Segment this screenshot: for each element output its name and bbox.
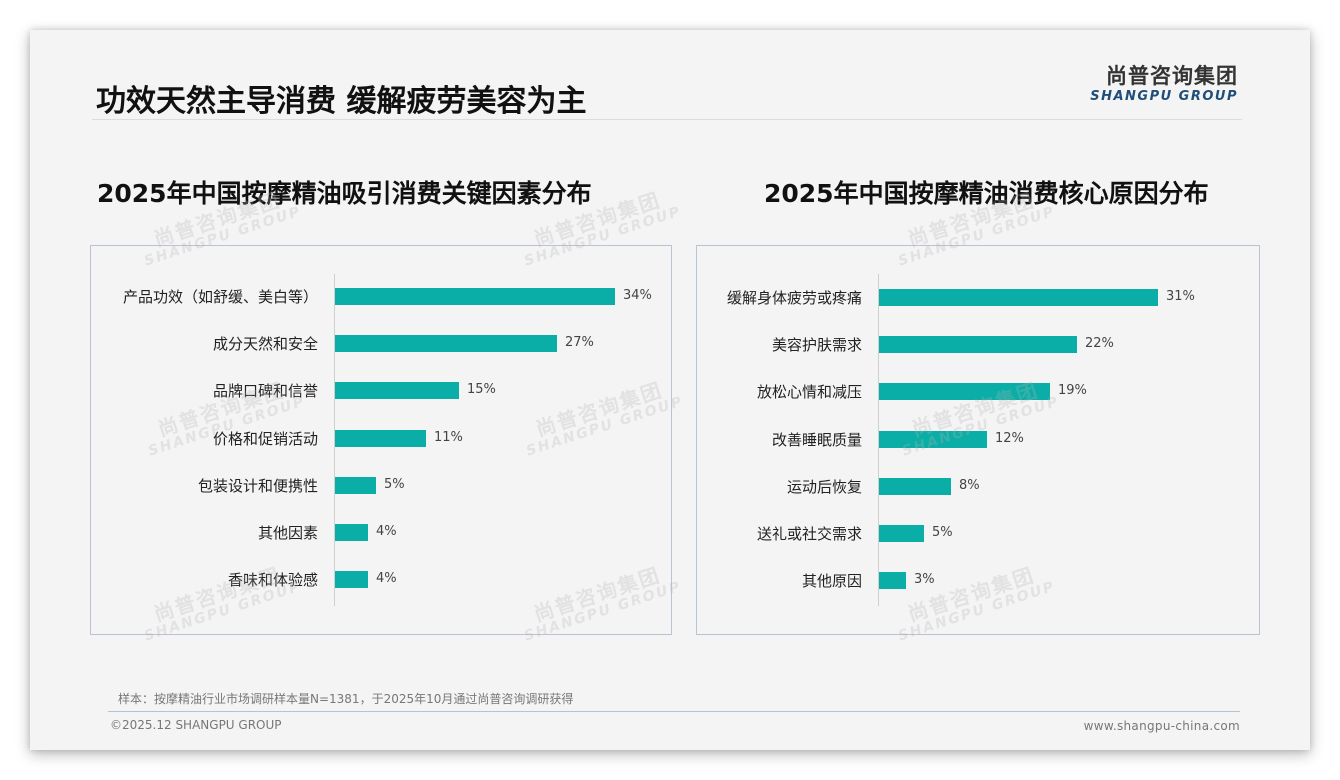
- bar-row: 运动后恢复 8%: [697, 477, 1259, 496]
- footer-divider: [108, 711, 1240, 712]
- bar-row: 品牌口碑和信誉 15%: [91, 382, 671, 400]
- category-label: 缓解身体疲劳或疼痛: [726, 289, 862, 307]
- category-label: 美容护肤需求: [771, 336, 862, 355]
- data-bar: [335, 429, 426, 447]
- bar-row: 成分天然和安全 27%: [91, 335, 671, 353]
- data-bar: [879, 336, 1077, 354]
- logo-chinese-text: 尚普咨询集团: [1106, 64, 1238, 88]
- data-bar: [335, 524, 368, 541]
- category-label: 产品功效（如舒缓、美白等）: [122, 288, 318, 306]
- value-label: 11%: [434, 429, 463, 445]
- value-label: 4%: [376, 571, 397, 587]
- bar-row: 其他原因 3%: [697, 572, 1259, 590]
- data-bar: [879, 289, 1158, 306]
- right-chart-title: 2025年中国按摩精油消费核心原因分布: [764, 179, 1209, 208]
- bar-row: 缓解身体疲劳或疼痛 31%: [697, 289, 1259, 307]
- category-axis-line: [878, 274, 879, 606]
- data-bar: [335, 571, 368, 589]
- category-label: 品牌口碑和信誉: [212, 382, 318, 401]
- value-label: 22%: [1085, 336, 1114, 352]
- bar-row: 包装设计和便携性 5%: [91, 476, 671, 495]
- bar-row: 香味和体验感 4%: [91, 571, 671, 589]
- bar-row: 美容护肤需求 22%: [697, 336, 1259, 354]
- data-bar: [335, 382, 459, 400]
- category-label: 成分天然和安全: [212, 335, 318, 354]
- data-bar: [879, 383, 1050, 401]
- value-label: 19%: [1058, 383, 1087, 399]
- left-chart-title: 2025年中国按摩精油吸引消费关键因素分布: [97, 179, 592, 208]
- header-divider: [92, 119, 1242, 120]
- value-label: 31%: [1166, 289, 1195, 304]
- category-label: 价格和促销活动: [212, 429, 318, 448]
- value-label: 5%: [384, 476, 405, 492]
- left-chart-panel: 产品功效（如舒缓、美白等） 34% 成分天然和安全 27% 品牌口碑和信誉 15% 价格和促…: [90, 245, 672, 635]
- value-label: 15%: [467, 382, 496, 398]
- category-label: 其他原因: [801, 572, 862, 591]
- value-label: 34%: [623, 288, 652, 303]
- right-chart-panel: 缓解身体疲劳或疼痛 31% 美容护肤需求 22% 放松心情和减压 19% 改善睡眠质量 12%…: [696, 245, 1260, 635]
- value-label: 27%: [565, 335, 594, 351]
- category-label: 运动后恢复: [786, 477, 862, 496]
- category-label: 改善睡眠质量: [771, 430, 862, 449]
- bar-row: 改善睡眠质量 12%: [697, 430, 1259, 449]
- data-bar: [879, 477, 951, 495]
- category-label: 包装设计和便携性: [197, 476, 318, 495]
- value-label: 3%: [914, 572, 935, 588]
- value-label: 12%: [995, 430, 1024, 446]
- category-axis-line: [334, 274, 335, 606]
- data-bar: [335, 288, 615, 305]
- brand-logo: 尚普咨询集团 SHANGPU GROUP: [1090, 63, 1238, 104]
- bar-row: 其他因素 4%: [91, 524, 671, 542]
- category-label: 放松心情和减压: [756, 383, 862, 402]
- bar-row: 放松心情和减压 19%: [697, 383, 1259, 401]
- logo-english-text: SHANGPU GROUP: [1090, 89, 1238, 104]
- source-note: 样本：按摩精油行业市场调研样本量N=1381，于2025年10月通过尚普咨询调研…: [118, 692, 574, 706]
- copyright-text: ©2025.12 SHANGPU GROUP: [110, 718, 282, 732]
- category-label: 其他因素: [257, 524, 318, 542]
- value-label: 8%: [959, 477, 980, 493]
- value-label: 4%: [376, 524, 397, 539]
- data-bar: [879, 430, 987, 448]
- bar-row: 价格和促销活动 11%: [91, 429, 671, 448]
- data-bar: [879, 572, 906, 590]
- data-bar: [335, 335, 557, 353]
- bar-row: 产品功效（如舒缓、美白等） 34%: [91, 288, 671, 306]
- value-label: 5%: [932, 525, 953, 540]
- data-bar: [335, 476, 376, 494]
- website-link[interactable]: www.shangpu-china.com: [1083, 719, 1240, 733]
- bar-row: 送礼或社交需求 5%: [697, 525, 1259, 543]
- data-bar: [879, 525, 924, 542]
- page-title: 功效天然主导消费 缓解疲劳美容为主: [96, 84, 587, 119]
- category-label: 香味和体验感: [227, 571, 318, 590]
- category-label: 送礼或社交需求: [756, 525, 862, 543]
- slide: 功效天然主导消费 缓解疲劳美容为主 尚普咨询集团 SHANGPU GROUP 2…: [30, 30, 1310, 750]
